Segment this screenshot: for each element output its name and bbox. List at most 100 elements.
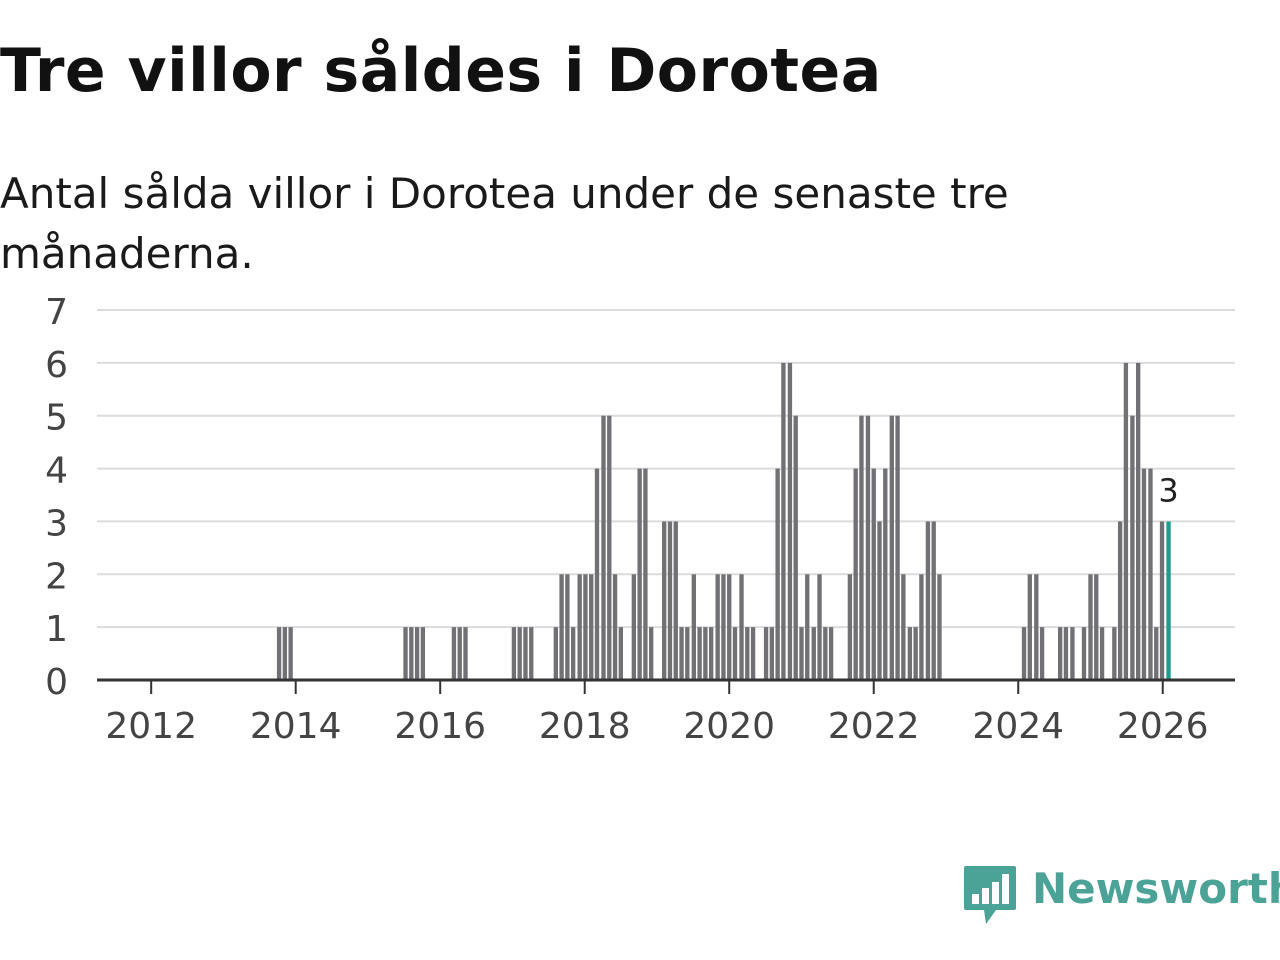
bar [811,627,816,680]
bar [739,574,744,680]
bar [1141,468,1147,680]
bar [871,468,876,680]
bar [589,574,594,680]
bar [847,574,853,680]
bar [607,415,612,680]
brand-name: Newsworthy [1032,864,1280,913]
bar [1136,362,1141,680]
bar [721,574,726,680]
y-tick-label: 3 [45,503,68,544]
bar [799,627,804,680]
bar [1117,521,1123,680]
bar [457,627,462,680]
y-tick-label: 6 [45,345,68,386]
bar [775,468,780,680]
bar [559,574,564,680]
bar [1034,574,1039,680]
bar [895,415,900,680]
bar [685,627,690,680]
bar [817,574,822,680]
bar [570,627,576,680]
bar [631,574,637,680]
bar [901,574,906,680]
bar [1063,627,1069,680]
bar [913,627,918,680]
bar [565,574,570,680]
x-tick-label: 2012 [105,706,197,747]
bar-value-label: 3 [1158,471,1178,509]
bar [637,468,642,680]
bar [583,574,588,680]
bar [931,521,936,680]
bar [1148,468,1153,680]
bar [1112,627,1117,680]
bar [793,415,798,680]
bar [649,627,654,680]
bar [511,627,517,680]
bar [1057,627,1063,680]
bar [451,627,457,680]
bar [662,521,667,680]
bar [1123,362,1129,680]
bar [745,627,750,680]
bar [618,627,624,680]
x-tick-label: 2026 [1117,706,1209,747]
x-tick-label: 2016 [394,706,486,747]
bar [288,627,293,680]
bar [1094,574,1099,680]
bar [673,521,678,680]
bar [1027,574,1032,680]
bar [414,627,420,680]
y-tick-label: 4 [45,451,68,492]
bar [727,574,732,680]
y-tick-label: 1 [45,609,68,650]
bar [577,574,582,680]
bar [703,627,708,680]
bar [925,521,931,680]
bar [420,627,426,680]
x-tick-label: 2022 [828,706,920,747]
bar [828,627,834,680]
bar [889,415,894,680]
highlight-bar [1166,521,1171,680]
bar [1099,627,1105,680]
bar [708,627,714,680]
bar-chart: 0 1 2 3 4 5 6 7 2012 2014 2016 2018 2020 2022 2024 2026… [45,292,1235,747]
bar [553,627,558,680]
bar [883,468,888,680]
chart-subtitle: Antal sålda villor i Dorotea under de se… [0,169,1009,278]
bar [937,574,942,680]
bar [877,521,882,680]
bar [667,521,673,680]
y-tick-label: 7 [45,292,68,333]
bar [919,574,924,680]
y-tick-label: 5 [45,398,68,439]
bar [403,627,408,680]
x-tick-label: 2014 [250,706,342,747]
bar [517,627,522,680]
bar [697,627,702,680]
y-tick-label: 2 [45,556,68,597]
bar [787,362,793,680]
bar [601,415,606,680]
bar [715,574,720,680]
brand-logo: Newsworthy [962,862,1280,928]
bar [594,468,600,680]
bar [282,627,288,680]
bar [276,627,282,680]
bar [523,627,528,680]
page-title: Tre villor såldes i Dorotea [0,36,882,106]
y-tick-label: 0 [45,662,68,703]
bar [1159,521,1165,680]
bar [1070,627,1075,680]
bar [732,627,738,680]
bar [529,627,534,680]
bar [805,574,810,680]
bar [907,627,913,680]
bar [1154,627,1159,680]
bar [865,415,871,680]
bar [1081,627,1087,680]
bar [781,362,786,680]
bar [859,415,864,680]
bar [1088,574,1093,680]
